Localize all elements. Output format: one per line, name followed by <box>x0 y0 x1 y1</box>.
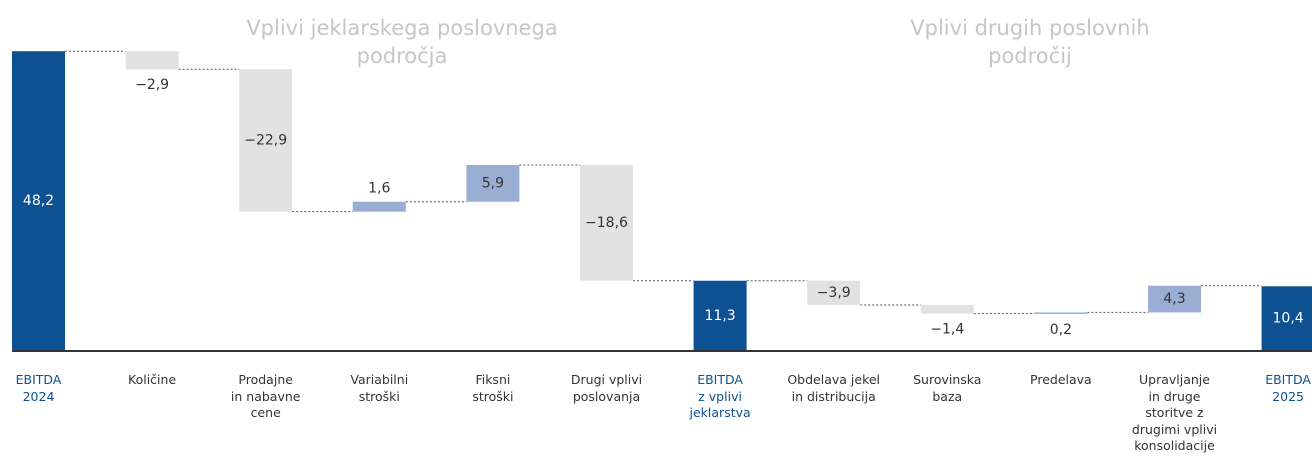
value-label: −22,9 <box>244 132 287 148</box>
x-tick-label: Količine <box>128 372 177 387</box>
value-label: 11,3 <box>705 308 736 324</box>
bar <box>693 280 747 351</box>
x-tick-label: Variabilni stroški <box>350 372 409 404</box>
x-tick-label: Predelava <box>1030 372 1092 387</box>
bar <box>920 304 974 314</box>
x-tick-label: Upravljanje in druge storitve z drugimi … <box>1131 372 1218 453</box>
bar <box>12 51 65 352</box>
value-label: 48,2 <box>23 193 54 209</box>
x-tick-label: EBITDA 2024 <box>15 372 62 404</box>
group-header: Vplivi drugih poslovnih področij <box>910 16 1150 68</box>
x-tick-label: Surovinska baza <box>913 372 982 404</box>
x-tick-label: Drugi vplivi poslovanja <box>570 372 643 404</box>
x-tick-label: Obdelava jekel in distribucija <box>787 372 881 404</box>
value-label: −2,9 <box>135 77 169 93</box>
value-label: 0,2 <box>1050 322 1072 338</box>
bar <box>1034 312 1088 314</box>
bar <box>466 165 520 202</box>
bar <box>807 280 861 305</box>
x-tick-label: Prodajne in nabavne cene <box>230 372 301 420</box>
x-tick-label: Fiksni stroški <box>472 372 514 404</box>
value-label: −3,9 <box>817 285 851 301</box>
value-label: 4,3 <box>1163 291 1185 307</box>
bar <box>1148 285 1201 313</box>
bar <box>352 201 406 212</box>
x-tick-label: EBITDA 2025 <box>1265 372 1311 404</box>
bar <box>580 165 633 281</box>
bar <box>125 51 179 70</box>
value-label: 5,9 <box>482 175 504 191</box>
value-label: −1,4 <box>930 322 964 338</box>
bar <box>239 69 293 212</box>
x-tick-label: EBITDA z vplivi jeklarstva <box>689 372 751 420</box>
value-label: 10,4 <box>1273 311 1304 327</box>
bar <box>1261 286 1312 351</box>
group-header: Vplivi jeklarskega poslovnega področja <box>246 16 558 68</box>
value-label: 1,6 <box>368 181 390 197</box>
value-label: −18,6 <box>585 215 628 231</box>
